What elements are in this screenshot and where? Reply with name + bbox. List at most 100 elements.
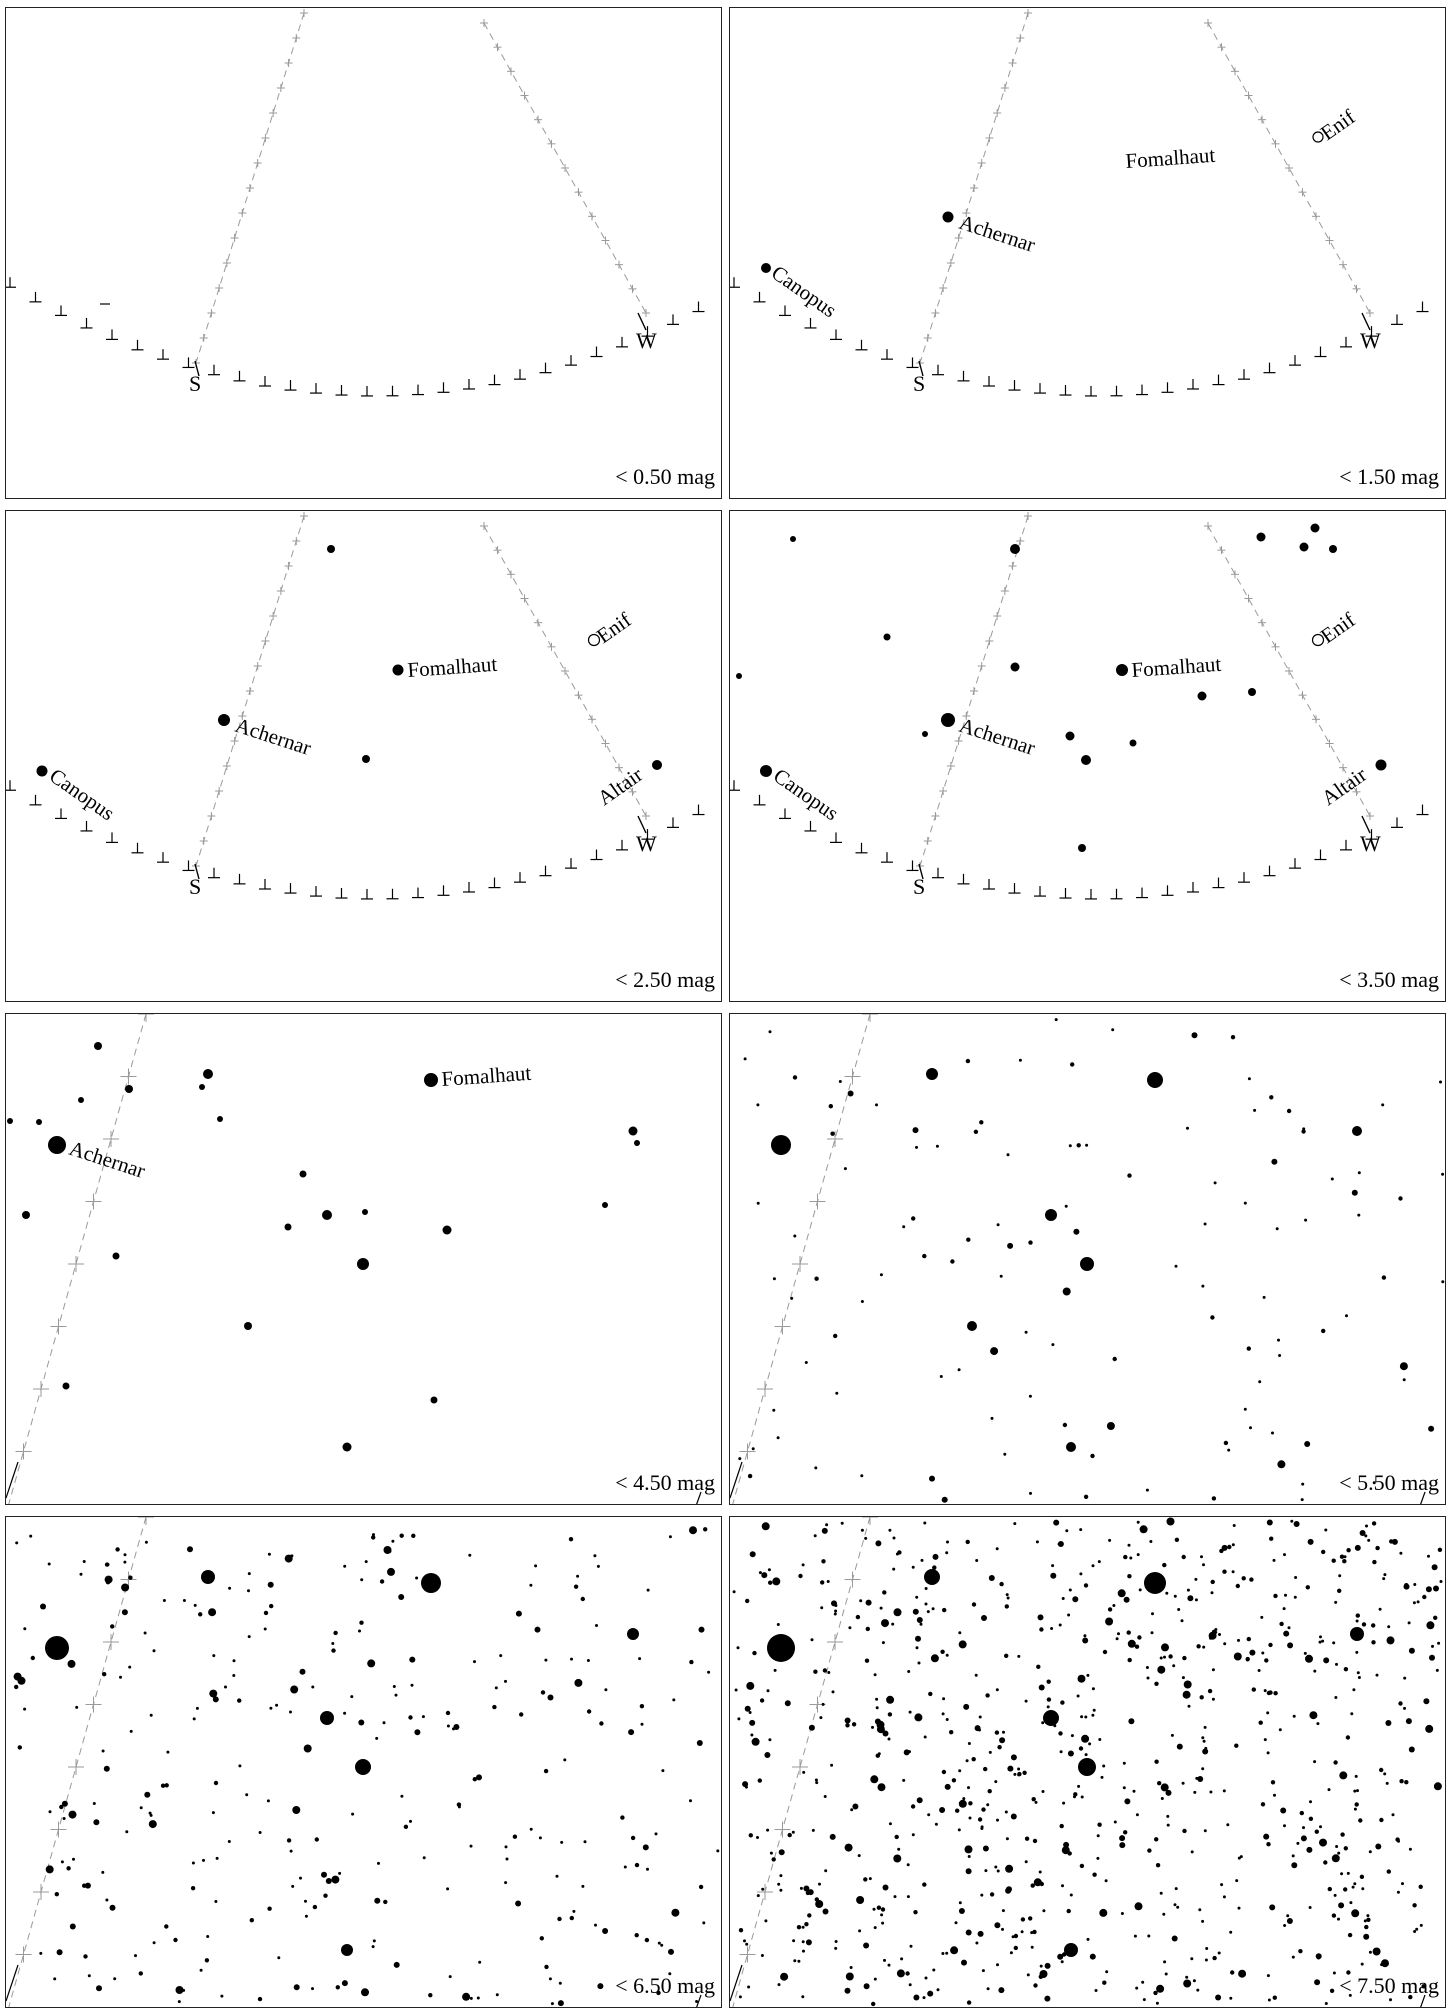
star <box>190 1886 196 1891</box>
star <box>1298 1949 1303 1954</box>
star <box>1064 1943 1078 1957</box>
star <box>1092 1872 1097 1877</box>
star <box>860 1528 864 1532</box>
star <box>716 1849 720 1853</box>
star <box>1199 1695 1204 1700</box>
star <box>534 1564 538 1568</box>
star <box>1155 1863 1161 1868</box>
star <box>1102 1980 1107 1985</box>
star <box>13 1672 22 1681</box>
star <box>791 1830 795 1834</box>
star <box>1381 1103 1385 1107</box>
star <box>911 1565 915 1569</box>
star <box>1050 1627 1054 1630</box>
star <box>1160 1783 1169 1792</box>
star <box>1367 1538 1371 1542</box>
star <box>1091 1713 1095 1717</box>
star <box>1354 1544 1361 1551</box>
star <box>852 1803 859 1810</box>
star <box>595 1624 598 1627</box>
star <box>1133 1934 1137 1938</box>
star <box>67 1659 76 1668</box>
star <box>1346 1970 1351 1975</box>
star <box>1028 1394 1032 1398</box>
star <box>1343 1667 1349 1672</box>
star <box>916 1797 923 1804</box>
star <box>875 1540 882 1547</box>
star <box>932 1553 939 1560</box>
star <box>912 1608 919 1615</box>
star <box>1051 1564 1055 1568</box>
star <box>1433 1585 1439 1592</box>
star <box>1349 1901 1353 1905</box>
star <box>844 1843 853 1852</box>
star <box>1353 1789 1357 1793</box>
star <box>815 1900 824 1908</box>
star <box>821 1702 825 1706</box>
star <box>974 1725 981 1732</box>
star <box>1246 1346 1251 1351</box>
star <box>299 1876 302 1880</box>
star <box>1323 1657 1330 1664</box>
star <box>634 1933 639 1938</box>
star <box>237 1698 242 1703</box>
star <box>1368 1950 1372 1954</box>
star <box>217 1116 223 1122</box>
star <box>102 1672 107 1677</box>
star <box>906 1895 910 1899</box>
star <box>1340 1832 1345 1837</box>
star <box>1079 1572 1083 1576</box>
star <box>515 1610 522 1617</box>
star <box>1067 1613 1071 1617</box>
star <box>1275 1227 1279 1231</box>
star <box>1197 691 1207 701</box>
star <box>1256 532 1266 542</box>
star <box>1159 1656 1163 1660</box>
star <box>570 1657 573 1661</box>
star <box>1319 1635 1322 1639</box>
star <box>1299 1810 1304 1816</box>
star <box>1086 1937 1090 1941</box>
star <box>971 1757 976 1762</box>
star <box>797 1959 801 1963</box>
star <box>360 1578 364 1582</box>
star <box>1096 1856 1100 1860</box>
star <box>1337 1851 1341 1855</box>
star <box>826 1580 830 1583</box>
star <box>1046 1697 1052 1702</box>
star <box>975 1559 979 1562</box>
star <box>1330 1177 1334 1181</box>
star <box>1166 1517 1175 1526</box>
star <box>1186 1588 1190 1592</box>
star <box>787 1832 792 1838</box>
star <box>1187 1704 1191 1708</box>
star <box>36 1119 42 1125</box>
star <box>341 1944 353 1956</box>
star <box>833 1612 837 1616</box>
star <box>1203 1829 1207 1833</box>
star <box>1127 1574 1132 1579</box>
star <box>915 1646 919 1650</box>
star <box>644 1937 650 1943</box>
star <box>1359 1874 1365 1879</box>
star <box>1372 1481 1376 1485</box>
star <box>379 1579 385 1584</box>
star <box>1220 1883 1224 1887</box>
star <box>193 1603 197 1607</box>
star <box>1286 1918 1293 1924</box>
star <box>961 1959 967 1966</box>
star <box>1407 1621 1411 1625</box>
star <box>1212 1955 1217 1961</box>
horizon-edge <box>6 1964 19 2002</box>
star <box>1230 1970 1235 1975</box>
star <box>1262 1295 1266 1299</box>
star <box>990 1347 999 1356</box>
star <box>1403 1706 1406 1710</box>
star <box>442 1225 452 1235</box>
star <box>1060 1700 1065 1705</box>
star <box>955 1808 960 1813</box>
star <box>964 1845 973 1854</box>
star <box>894 1834 899 1840</box>
star <box>409 1819 412 1823</box>
star <box>813 1534 817 1538</box>
